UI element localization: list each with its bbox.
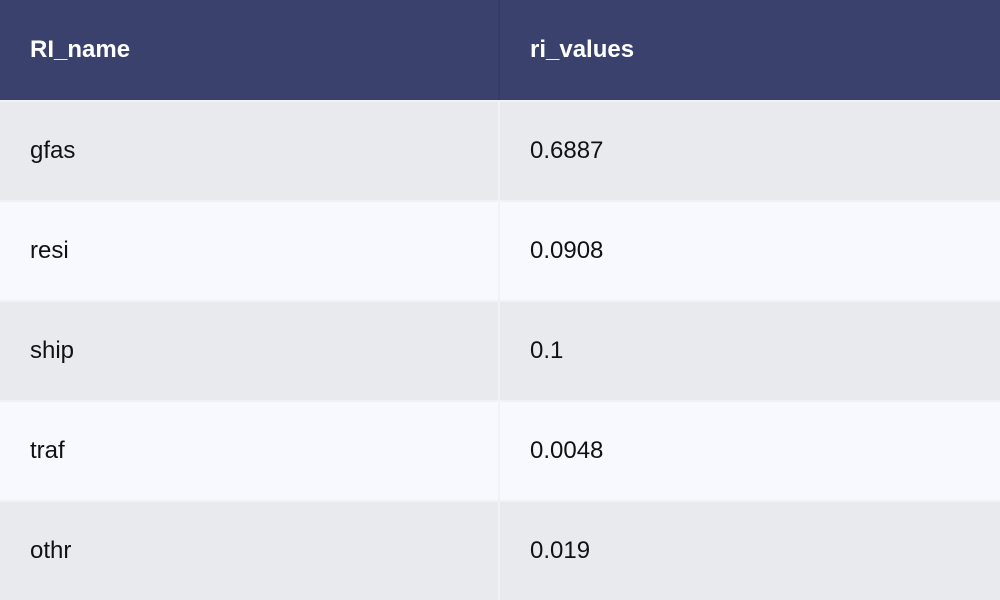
table-cell-value: 0.6887 <box>500 100 1000 200</box>
table-cell-value: 0.019 <box>500 500 1000 600</box>
table-cell-value: 0.0048 <box>500 400 1000 500</box>
table-cell-name: resi <box>0 200 500 300</box>
table-cell-value: 0.1 <box>500 300 1000 400</box>
table-cell-value: 0.0908 <box>500 200 1000 300</box>
table-cell-name: gfas <box>0 100 500 200</box>
table-cell-name: othr <box>0 500 500 600</box>
table-cell-name: traf <box>0 400 500 500</box>
table-cell-name: ship <box>0 300 500 400</box>
column-header-ri-name: RI_name <box>0 0 500 100</box>
column-header-ri-values: ri_values <box>500 0 1000 100</box>
